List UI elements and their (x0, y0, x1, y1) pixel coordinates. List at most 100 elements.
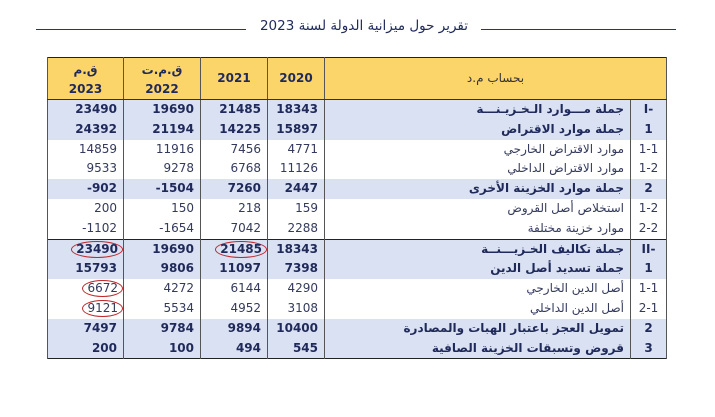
cell-2023: 9121 (47, 298, 124, 319)
cell-2020: 159 (267, 198, 325, 219)
cell-value: 18343 (276, 102, 318, 116)
cell-value: 200 (91, 340, 117, 355)
cell-2021: 21485 (200, 99, 268, 120)
cell-2022: 150 (123, 198, 201, 219)
cell-2023: 23490 (47, 238, 124, 260)
cell-value: 24392 (75, 121, 117, 136)
cell-value: -902 (86, 181, 117, 196)
column-header-2020: 2020 (267, 57, 325, 100)
cell-2023: -902 (47, 179, 124, 199)
cell-value: 6144 (230, 281, 261, 296)
cell-2022: -1504 (123, 179, 201, 199)
cell-value: 9278 (163, 161, 194, 176)
cell-2022: 4272 (123, 279, 201, 299)
cell-value: 19690 (152, 102, 194, 116)
circled-value-annotation: 21485 (215, 240, 267, 258)
row-label: أصل الدين الداخلي (324, 298, 631, 319)
cell-value: 100 (168, 340, 194, 355)
table-row: -902 -1504 7260 2447 جملة موارد الخزينة الأخ… (47, 179, 667, 199)
table-header-row: ق.م 2023 ق.م.ت 2022 2021 2020 بحساب م.د (47, 57, 667, 100)
table-row: 14859 11916 7456 4771 موارد الاقتراض الخارجي… (47, 139, 667, 160)
cell-value: 21194 (152, 121, 194, 136)
row-code: II- (630, 238, 667, 260)
cell-2023: 200 (47, 338, 124, 359)
table-row: 200 150 218 159 استخلاص أصل القروض 1-2 (47, 198, 667, 219)
circled-value-annotation: 23490 (71, 240, 123, 258)
row-label: موارد خزينة مختلفة (324, 218, 631, 240)
cell-value: 4771 (287, 141, 318, 156)
cell-2020: 545 (267, 338, 325, 359)
cell-value: 15793 (75, 261, 117, 276)
row-code: 1 (630, 119, 667, 140)
column-header-2022-year: 2022 (145, 82, 179, 96)
cell-value: -1654 (159, 220, 194, 235)
cell-2020: 7398 (267, 259, 325, 280)
cell-value: 7042 (230, 220, 261, 235)
row-label: قروض وتسبقات الخزينة الصافية (324, 338, 631, 359)
cell-2023: 14859 (47, 139, 124, 160)
cell-value: 159 (295, 200, 318, 215)
table-body: 23490 19690 21485 18343 جملة مـــوارد الـخـز… (47, 99, 667, 359)
table-row: 200 100 494 545 قروض وتسبقات الخزينة الصافية… (47, 338, 667, 359)
column-header-2021: 2021 (200, 57, 268, 100)
table-row: 15793 9806 11097 7398 جملة تسديد أصل الدين 1 (47, 259, 667, 280)
cell-2020: 3108 (267, 298, 325, 319)
row-label: موارد الاقتراض الخارجي (324, 139, 631, 160)
cell-2021: 6144 (200, 279, 268, 299)
cell-2021: 14225 (200, 119, 268, 140)
cell-2023: 200 (47, 198, 124, 219)
row-label: موارد الاقتراض الداخلي (324, 159, 631, 180)
cell-value: 14225 (219, 121, 261, 136)
cell-2023: 6672 (47, 279, 124, 299)
table-row: 9121 5534 4952 3108 أصل الدين الداخلي 2-1 (47, 298, 667, 319)
table-row: 23490 19690 21485 18343 جملة مـــوارد الـخـز… (47, 99, 667, 120)
cell-2022: 9806 (123, 259, 201, 280)
cell-2020: 18343 (267, 99, 325, 120)
column-header-2022: ق.م.ت 2022 (123, 57, 201, 100)
cell-2021: 21485 (200, 238, 268, 260)
cell-value: -1504 (155, 181, 194, 196)
cell-value: 4290 (287, 281, 318, 296)
cell-2022: 11916 (123, 139, 201, 160)
cell-2021: 6768 (200, 159, 268, 180)
cell-2021: 7260 (200, 179, 268, 199)
row-code: 1-2 (630, 159, 667, 180)
cell-2020: 4771 (267, 139, 325, 160)
cell-value: 3108 (287, 300, 318, 315)
row-code: 2 (630, 318, 667, 339)
column-header-2022-type: ق.م.ت (141, 63, 183, 77)
cell-2021: 7456 (200, 139, 268, 160)
cell-2023: 9533 (47, 159, 124, 180)
column-header-2023-year: 2023 (68, 82, 103, 96)
row-code: 2-1 (630, 298, 667, 319)
cell-value: 545 (292, 340, 318, 355)
row-code: 1-1 (630, 279, 667, 299)
row-label: أصل الدين الخارجي (324, 279, 631, 299)
cell-2021: 4952 (200, 298, 268, 319)
row-code: 1-1 (630, 139, 667, 160)
column-header-2023-type: ق.م (73, 63, 98, 77)
title-rule-right (481, 29, 676, 30)
row-code: 2-2 (630, 218, 667, 240)
cell-2020: 18343 (267, 238, 325, 260)
cell-value: -1102 (82, 220, 117, 235)
cell-2022: 19690 (123, 238, 201, 260)
cell-2020: 2447 (267, 179, 325, 199)
table-row: 24392 21194 14225 15897 جملة موارد الاقتراض 1 (47, 119, 667, 140)
row-label: تمويل العجز باعتبار الهبات والمصادرة (324, 318, 631, 339)
cell-value: 7260 (227, 181, 261, 196)
report-title-bar: تقرير حول ميزانية الدولة لسنة 2023 (36, 18, 676, 38)
cell-value: 9894 (227, 320, 261, 335)
cell-2022: 5534 (123, 298, 201, 319)
report-title: تقرير حول ميزانية الدولة لسنة 2023 (259, 18, 469, 34)
cell-value: 9784 (160, 320, 194, 335)
cell-2022: 9784 (123, 318, 201, 339)
cell-2022: 19690 (123, 99, 201, 120)
cell-2023: -1102 (47, 218, 124, 240)
column-header-2023: ق.م 2023 (47, 57, 124, 100)
cell-2021: 218 (200, 198, 268, 219)
cell-value: 4952 (230, 300, 261, 315)
row-code: 1 (630, 259, 667, 280)
cell-value: 10400 (276, 320, 318, 335)
cell-2022: 21194 (123, 119, 201, 140)
